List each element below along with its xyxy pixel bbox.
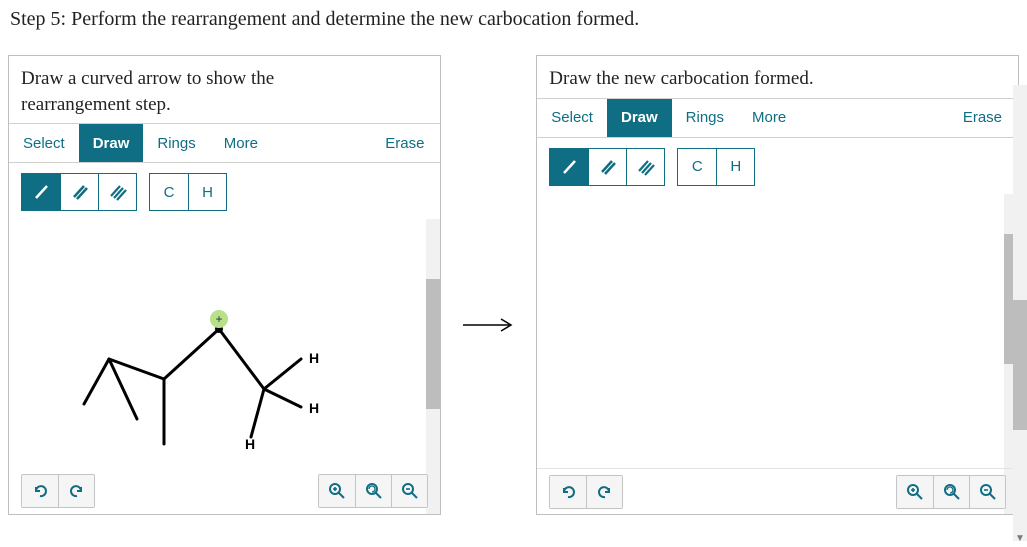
zoom-out-button[interactable] bbox=[969, 476, 1005, 508]
right-panel: Draw the new carbocation formed. Select … bbox=[536, 55, 1019, 515]
element-c-button[interactable]: C bbox=[150, 174, 188, 210]
step-title: Step 5: Perform the rearrangement and de… bbox=[0, 0, 1027, 31]
zoom-reset-button[interactable] bbox=[355, 475, 391, 507]
bond-tool-group bbox=[549, 148, 665, 186]
panels-row: Draw a curved arrow to show the rearrang… bbox=[0, 31, 1027, 515]
element-h-button[interactable]: H bbox=[188, 174, 226, 210]
zoom-out-icon bbox=[979, 483, 997, 501]
redo-icon bbox=[596, 483, 614, 501]
bond-single-button[interactable] bbox=[22, 174, 60, 210]
right-tab-row: Select Draw Rings More Erase bbox=[537, 98, 1018, 138]
bond-single-button[interactable] bbox=[550, 149, 588, 185]
atom-h-label: H bbox=[309, 350, 319, 366]
erase-button[interactable]: Erase bbox=[369, 124, 440, 162]
zoom-group bbox=[318, 474, 428, 508]
reaction-arrow bbox=[449, 55, 528, 335]
zoom-group bbox=[896, 475, 1006, 509]
bond-triple-button[interactable] bbox=[626, 149, 664, 185]
zoom-reset-button[interactable] bbox=[933, 476, 969, 508]
tab-more[interactable]: More bbox=[210, 124, 272, 162]
tab-rings[interactable]: Rings bbox=[672, 99, 738, 137]
undo-redo-group bbox=[21, 474, 95, 508]
tab-draw[interactable]: Draw bbox=[79, 124, 144, 162]
zoom-in-icon bbox=[906, 483, 924, 501]
left-tab-row: Select Draw Rings More Erase bbox=[9, 123, 440, 163]
element-h-button[interactable]: H bbox=[716, 149, 754, 185]
tab-select[interactable]: Select bbox=[9, 124, 79, 162]
zoom-in-icon bbox=[328, 482, 346, 500]
tab-more[interactable]: More bbox=[738, 99, 800, 137]
page-scrollbar-thumb[interactable] bbox=[1013, 300, 1027, 430]
bond-single-icon bbox=[560, 158, 578, 176]
zoom-reset-icon bbox=[943, 483, 961, 501]
tab-rings[interactable]: Rings bbox=[143, 124, 209, 162]
undo-redo-group bbox=[549, 475, 623, 509]
redo-icon bbox=[68, 482, 86, 500]
left-scrollbar-thumb[interactable] bbox=[426, 279, 440, 409]
undo-icon bbox=[559, 483, 577, 501]
zoom-in-button[interactable] bbox=[897, 476, 933, 508]
svg-text:+: + bbox=[215, 312, 222, 326]
molecule-structure: + H H H bbox=[29, 249, 369, 479]
element-tool-group: C H bbox=[677, 148, 755, 186]
left-prompt: Draw a curved arrow to show the rearrang… bbox=[9, 56, 440, 123]
carbocation-plus-icon: + bbox=[210, 310, 228, 328]
arrow-right-icon bbox=[459, 315, 519, 335]
atom-h-label: H bbox=[245, 436, 255, 452]
left-bottom-bar bbox=[9, 468, 440, 514]
zoom-reset-icon bbox=[365, 482, 383, 500]
zoom-out-icon bbox=[401, 482, 419, 500]
right-prompt: Draw the new carbocation formed. bbox=[537, 56, 1018, 98]
element-c-button[interactable]: C bbox=[678, 149, 716, 185]
atom-h-label: H bbox=[309, 400, 319, 416]
bond-single-icon bbox=[32, 183, 50, 201]
undo-button[interactable] bbox=[550, 476, 586, 508]
right-bottom-bar bbox=[537, 468, 1018, 514]
bond-triple-icon bbox=[109, 183, 127, 201]
bond-triple-button[interactable] bbox=[98, 174, 136, 210]
zoom-in-button[interactable] bbox=[319, 475, 355, 507]
tab-draw[interactable]: Draw bbox=[607, 99, 672, 137]
left-panel: Draw a curved arrow to show the rearrang… bbox=[8, 55, 441, 515]
right-tool-row: C H bbox=[537, 138, 1018, 194]
bond-triple-icon bbox=[637, 158, 655, 176]
redo-button[interactable] bbox=[58, 475, 94, 507]
left-prompt-line2: rearrangement step. bbox=[21, 94, 171, 115]
bond-tool-group bbox=[21, 173, 137, 211]
tab-select[interactable]: Select bbox=[537, 99, 607, 137]
element-tool-group: C H bbox=[149, 173, 227, 211]
zoom-out-button[interactable] bbox=[391, 475, 427, 507]
bond-double-button[interactable] bbox=[588, 149, 626, 185]
left-prompt-line1: Draw a curved arrow to show the bbox=[21, 68, 274, 89]
undo-button[interactable] bbox=[22, 475, 58, 507]
bond-double-icon bbox=[71, 183, 89, 201]
right-canvas[interactable] bbox=[537, 194, 1018, 514]
bond-double-icon bbox=[599, 158, 617, 176]
chevron-down-icon[interactable]: ▼ bbox=[1014, 533, 1026, 543]
erase-button[interactable]: Erase bbox=[947, 99, 1018, 137]
left-tool-row: C H bbox=[9, 163, 440, 219]
redo-button[interactable] bbox=[586, 476, 622, 508]
page-scrollbar-track[interactable]: ▼ bbox=[1013, 85, 1027, 541]
bond-double-button[interactable] bbox=[60, 174, 98, 210]
undo-icon bbox=[31, 482, 49, 500]
